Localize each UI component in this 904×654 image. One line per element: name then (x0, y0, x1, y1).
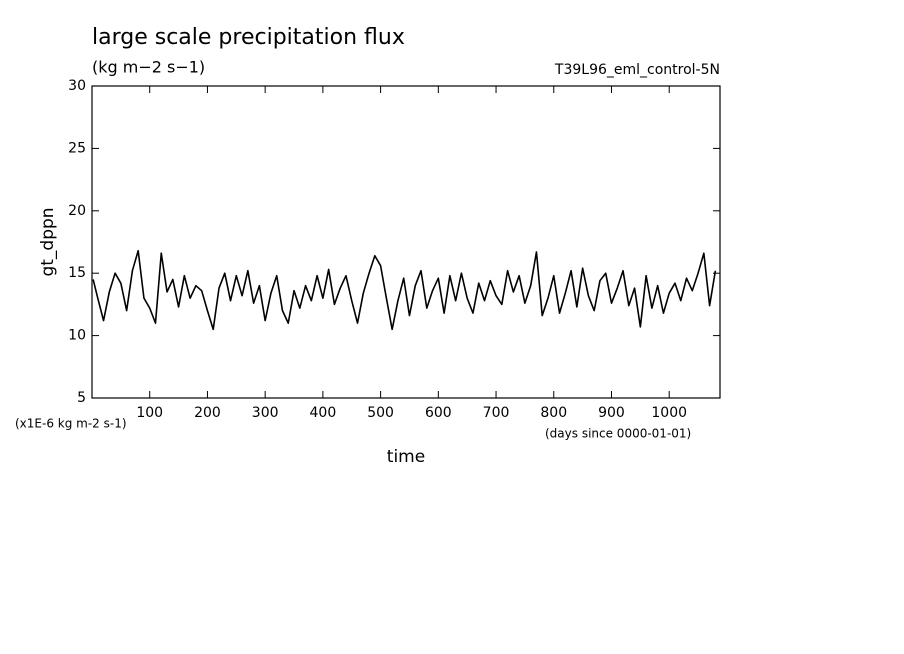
x-tick-label: 800 (540, 405, 567, 421)
x-tick-label: 600 (425, 405, 452, 421)
x-tick-label: 200 (194, 405, 221, 421)
x-tick-label: 100 (136, 405, 163, 421)
data-line (92, 249, 717, 331)
x-unit-label: (days since 0000-01-01) (545, 427, 691, 441)
plot-frame (91, 85, 721, 399)
plot-area: 5 10 15 20 25 30 100 200 300 400 500 600 700 800 900 10… (68, 78, 720, 421)
chart-subtitle: (kg m−2 s−1) (92, 58, 205, 77)
x-tick-label: 400 (310, 405, 337, 421)
y-tick-label: 20 (68, 203, 86, 219)
y-tick-label: 10 (68, 328, 86, 344)
y-tick-label: 25 (68, 140, 86, 156)
x-axis-label: time (387, 447, 425, 467)
x-tick-label: 500 (367, 405, 394, 421)
y-tick-label: 15 (68, 265, 86, 281)
x-tick-label: 300 (252, 405, 279, 421)
x-tick-label: 700 (483, 405, 510, 421)
y-tick-label: 5 (77, 390, 86, 406)
chart-title: large scale precipitation flux (92, 25, 405, 50)
x-tick-label: 900 (598, 405, 625, 421)
y-axis-label: gt_dppn (38, 207, 58, 276)
y-tick-label: 30 (68, 78, 86, 94)
y-unit-label: (x1E-6 kg m-2 s-1) (15, 417, 127, 431)
x-tick-label: 1000 (651, 405, 687, 421)
run-label: T39L96_eml_control-5N (554, 62, 720, 78)
